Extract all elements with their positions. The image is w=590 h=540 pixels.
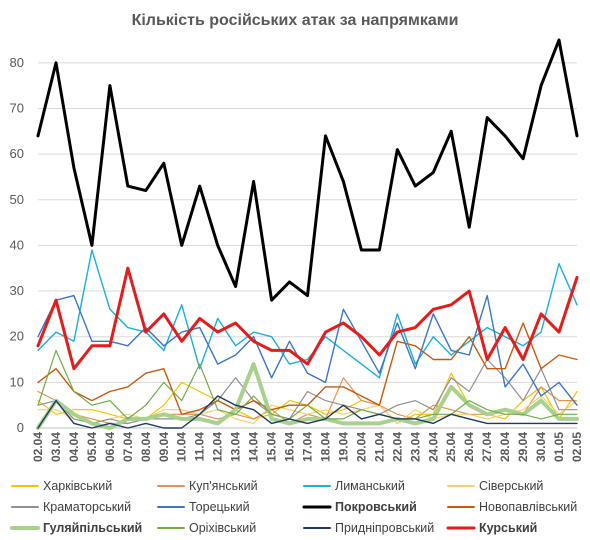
x-tick-label: 15.04 [265,432,279,462]
x-tick-label: 26.04 [462,432,476,462]
legend-item: Харківський [11,479,112,493]
series-line-1 [37,372,578,424]
y-tick-label: 30 [10,283,24,298]
y-tick-label: 10 [10,374,24,389]
legend-label: Лиманський [335,479,405,493]
x-tick-label: 28.04 [498,432,512,462]
legend-label: Придніпровський [335,521,434,535]
x-tick-label: 04.04 [67,432,81,462]
x-tick-label: 10.04 [175,432,189,462]
x-tick-label: 23.04 [408,432,422,462]
x-tick-label: 06.04 [103,432,117,462]
x-tick-label: 29.04 [516,432,530,462]
legend-label: Покровський [335,500,417,514]
x-tick-label: 30.04 [534,432,548,462]
series-line-7 [36,38,579,302]
y-tick-label: 70 [10,100,24,115]
series-line-10 [37,349,578,420]
legend-label: Сіверський [479,479,543,493]
x-tick-label: 01.05 [552,432,566,462]
y-tick-label: 20 [10,329,24,344]
x-tick-label: 13.04 [229,432,243,462]
series-line-11 [37,395,578,429]
x-tick-label: 16.04 [283,432,297,462]
series-line-3 [37,249,578,379]
y-tick-label: 80 [10,55,24,70]
x-tick-label: 24.04 [426,432,440,462]
series-lines [36,38,579,430]
legend-item: Сіверський [447,479,543,493]
x-tick-label: 20.04 [354,432,368,462]
legend-item: Придніпровський [303,521,434,535]
y-tick-label: 40 [10,237,24,252]
x-tick-label: 09.04 [157,432,171,462]
legend-item: Гуляйпільський [10,521,142,535]
series-line-6 [37,294,578,406]
x-tick-label: 05.04 [85,432,99,462]
legend-item: Новопавлівський [447,500,577,514]
x-tick-label: 17.04 [301,432,315,462]
x-tick-label: 19.04 [336,432,350,462]
y-tick-label: 0 [17,420,24,435]
legend-item: Торецький [157,500,250,514]
x-tick-label: 18.04 [318,432,332,462]
legend-item: Лиманський [303,479,405,493]
legend-label: Оріхівський [189,521,256,535]
x-tick-label: 02.04 [31,432,45,462]
legend-item: Куп'янський [157,479,258,493]
series-line-4 [37,395,578,424]
y-tick-label: 60 [10,146,24,161]
x-tick-label: 12.04 [211,432,225,462]
x-tick-label: 27.04 [480,432,494,462]
legend-label: Торецький [189,500,250,514]
legend-label: Краматорський [43,500,131,514]
y-tick-label: 50 [10,192,24,207]
series-line-12 [36,266,579,371]
chart-title: Кількість російських атак за напрямками [131,12,459,29]
legend-item: Покровський [302,500,417,514]
legend-label: Харківський [43,479,112,493]
x-tick-label: 08.04 [139,432,153,462]
x-tick-label: 22.04 [390,432,404,462]
x-tick-label: 25.04 [444,432,458,462]
legend-label: Куп'янський [189,479,258,493]
legend-item: Курський [446,521,537,535]
legend: Харківський Куп'янський Лиманський Сіверськ… [10,479,577,535]
legend-label: Новопавлівський [479,500,577,514]
legend-label: Курський [479,521,537,535]
x-tick-label: 07.04 [121,432,135,462]
legend-item: Краматорський [11,500,131,514]
legend-label: Гуляйпільський [43,521,142,535]
x-tick-label: 14.04 [247,432,261,462]
x-tick-label: 21.04 [372,432,386,462]
x-tick-label: 02.05 [570,432,584,462]
legend-item: Оріхівський [157,521,256,535]
x-tick-label: 11.04 [193,432,207,462]
axes: 0 10 20 30 40 50 60 70 80 02.04 03.04 04.04 05.04 06.… [10,55,584,462]
x-tick-label: 03.04 [49,432,63,462]
